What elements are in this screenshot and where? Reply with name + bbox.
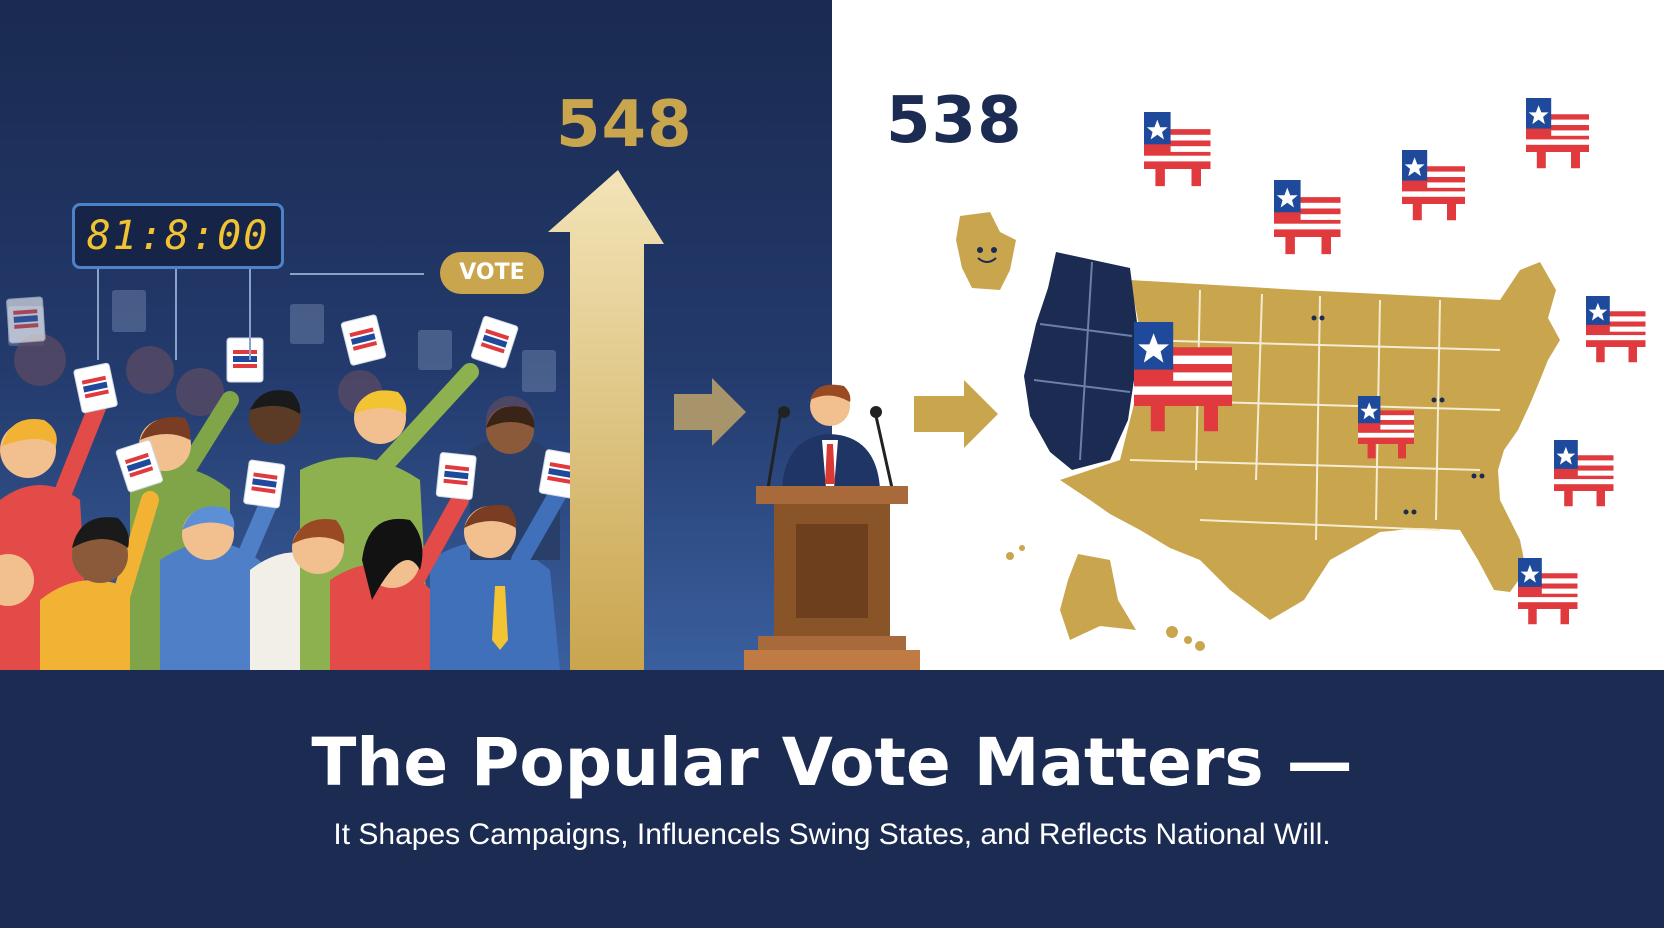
us-map bbox=[956, 212, 1560, 651]
countdown-clock: 81:8:00 bbox=[72, 203, 284, 269]
page-subtitle: It Shapes Campaigns, Influencels Swing S… bbox=[333, 818, 1331, 851]
counter-548: 548 bbox=[556, 88, 693, 162]
arrow-up-icon bbox=[548, 170, 664, 670]
podium-icon bbox=[744, 384, 920, 670]
counter-538: 538 bbox=[886, 84, 1023, 158]
page-title: The Popular Vote Matters — bbox=[311, 724, 1353, 801]
crowd bbox=[0, 266, 583, 670]
arrow-right-icon bbox=[674, 378, 998, 448]
vote-badge: VOTE bbox=[440, 252, 544, 294]
caption-band bbox=[0, 670, 1664, 928]
